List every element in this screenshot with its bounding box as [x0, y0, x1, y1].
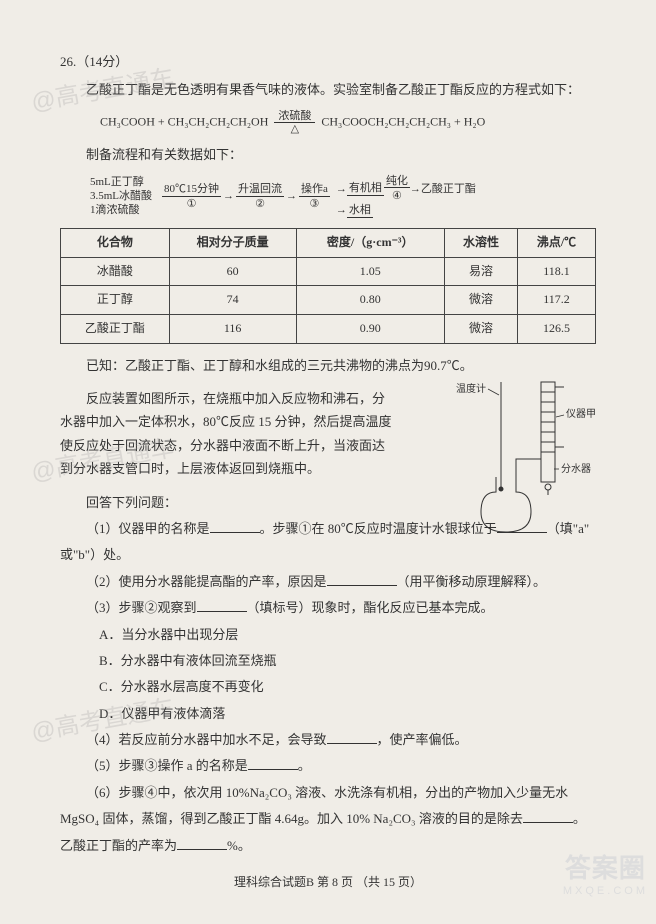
- blank: [210, 519, 260, 533]
- table-row: 正丁醇 74 0.80 微溶 117.2: [61, 286, 596, 315]
- table-row: 冰醋酸 60 1.05 易溶 118.1: [61, 257, 596, 286]
- question-3: （3）步骤②观察到 （填标号）现象时，酯化反应已基本完成。: [60, 596, 596, 619]
- label-thermometer: 温度计: [456, 382, 486, 395]
- table-cell: 微溶: [444, 315, 517, 344]
- flow-num: ④: [392, 190, 402, 202]
- flow-step: 80℃15分钟: [162, 182, 221, 197]
- table-cell: 117.2: [517, 286, 595, 315]
- table-cell: 74: [169, 286, 296, 315]
- blank: [197, 598, 247, 612]
- question-number: 26.（14分）: [60, 50, 596, 73]
- page-content: 26.（14分） 乙酸正丁酯是无色透明有果香气味的液体。实验室制备乙酸正丁酯反应…: [0, 0, 656, 924]
- corner-logo: 答案圈 MXQE.COM: [563, 848, 648, 897]
- apparatus-diagram: 温度计 仪器甲 分水器: [446, 377, 596, 537]
- flow-op: 纯化: [384, 175, 410, 188]
- table-cell: 1.05: [296, 257, 444, 286]
- page-footer: 理科综合试题B 第 8 页 （共 15 页）: [60, 872, 596, 894]
- q-text: （2）使用分水器能提高酯的产率，原因是: [86, 574, 327, 589]
- q-text: MgSO₄ 固体，蒸馏，得到乙酸正丁酯 4.64g。加入 10% Na₂CO₃ …: [60, 811, 523, 826]
- flow-branch: 水相: [347, 203, 373, 218]
- blank: [327, 572, 397, 586]
- flow-num: ①: [162, 197, 221, 211]
- question-6: （6）步骤④中，依次用 10%Na₂CO₃ 溶液、水洗涤有机相，分出的产物加入少…: [60, 781, 596, 804]
- flow-input: 5mL正丁醇: [90, 175, 160, 189]
- table-header-row: 化合物 相对分子质量 密度/（g·cm⁻³） 水溶性 沸点/℃: [61, 229, 596, 258]
- data-table: 化合物 相对分子质量 密度/（g·cm⁻³） 水溶性 沸点/℃ 冰醋酸 60 1…: [60, 228, 596, 343]
- reaction-arrow: 浓硫酸 △: [274, 110, 315, 135]
- flow-num: ②: [236, 197, 284, 211]
- table-cell: 118.1: [517, 257, 595, 286]
- option-c: C．分水器水层高度不再变化: [60, 675, 596, 698]
- question-6-yield: 乙酸正丁酯的产率为 %。: [60, 834, 596, 857]
- table-cell: 0.80: [296, 286, 444, 315]
- prep-label: 制备流程和有关数据如下：: [60, 143, 596, 166]
- table-header: 沸点/℃: [517, 229, 595, 258]
- flow-diagram: 5mL正丁醇 3.5mL冰醋酸 1滴浓硫酸 80℃15分钟 ① → 升温回流 ②…: [90, 174, 596, 218]
- table-cell: 正丁醇: [61, 286, 170, 315]
- table-cell: 60: [169, 257, 296, 286]
- chemical-equation: CH₃COOH + CH₃CH₂CH₂CH₂OH 浓硫酸 △ CH₃COOCH₂…: [100, 110, 596, 135]
- q-text: （5）步骤③操作 a 的名称是: [86, 758, 248, 773]
- eq-left: CH₃COOH + CH₃CH₂CH₂CH₂OH: [100, 114, 268, 128]
- table-cell: 116: [169, 315, 296, 344]
- intro-text: 乙酸正丁酯是无色透明有果香气味的液体。实验室制备乙酸正丁酯反应的方程式如下：: [60, 78, 596, 101]
- table-header: 密度/（g·cm⁻³）: [296, 229, 444, 258]
- q-text: %。: [227, 838, 251, 853]
- table-header: 化合物: [61, 229, 170, 258]
- condition-top: 浓硫酸: [274, 110, 315, 123]
- q-text: （用平衡移动原理解释）。: [397, 574, 547, 589]
- flow-branch: 有机相: [347, 181, 384, 196]
- flow-step: 升温回流: [236, 182, 284, 197]
- question-4: （4）若反应前分水器中加水不足，会导致 ，使产率偏低。: [60, 728, 596, 751]
- blank: [248, 756, 298, 770]
- table-cell: 微溶: [444, 286, 517, 315]
- table-header: 水溶性: [444, 229, 517, 258]
- question-1-cont: 或"b"）处。: [60, 543, 596, 566]
- q-text: 。: [573, 811, 586, 826]
- option-a: A．当分水器中出现分层: [60, 623, 596, 646]
- question-5: （5）步骤③操作 a 的名称是 。: [60, 754, 596, 777]
- blank: [177, 836, 227, 850]
- blank: [523, 809, 573, 823]
- q-text: （填标号）现象时，酯化反应已基本完成。: [247, 600, 494, 615]
- option-d: D．仪器甲有液体滴落: [60, 702, 596, 725]
- q-text: （3）步骤②观察到: [86, 600, 197, 615]
- table-cell: 126.5: [517, 315, 595, 344]
- q-text: 乙酸正丁酯的产率为: [60, 838, 177, 853]
- blank: [327, 730, 377, 744]
- questions-block: 回答下列问题： （1）仪器甲的名称是。步骤①在 80℃反应时温度计水银球位于（填…: [60, 491, 596, 857]
- flow-num: ③: [299, 197, 330, 211]
- q-text: （1）仪器甲的名称是: [86, 521, 210, 536]
- table-header: 相对分子质量: [169, 229, 296, 258]
- table-cell: 易溶: [444, 257, 517, 286]
- question-6-cont: MgSO₄ 固体，蒸馏，得到乙酸正丁酯 4.64g。加入 10% Na₂CO₃ …: [60, 807, 596, 830]
- q-text: 。: [298, 758, 311, 773]
- condition-bottom: △: [274, 123, 315, 135]
- table-row: 乙酸正丁酯 116 0.90 微溶 126.5: [61, 315, 596, 344]
- apparatus-description: 反应装置如图所示，在烧瓶中加入反应物和沸石，分水器中加入一定体积水，80℃反应 …: [60, 387, 392, 481]
- flow-input: 3.5mL冰醋酸: [90, 189, 160, 203]
- q-text: （4）若反应前分水器中加水不足，会导致: [86, 732, 327, 747]
- flow-input: 1滴浓硫酸: [90, 203, 160, 217]
- known-info: 已知：乙酸正丁酯、正丁醇和水组成的三元共沸物的沸点为90.7℃。: [60, 354, 596, 377]
- flow-step: 操作a: [299, 182, 330, 197]
- table-cell: 乙酸正丁酯: [61, 315, 170, 344]
- table-cell: 0.90: [296, 315, 444, 344]
- table-cell: 冰醋酸: [61, 257, 170, 286]
- apparatus-section: 反应装置如图所示，在烧瓶中加入反应物和沸石，分水器中加入一定体积水，80℃反应 …: [60, 387, 596, 481]
- label-separator: 分水器: [561, 463, 591, 475]
- option-b: B．分水器中有液体回流至烧瓶: [60, 649, 596, 672]
- label-condenser: 仪器甲: [566, 408, 596, 420]
- logo-text: 答案圈: [563, 848, 648, 885]
- logo-url: MXQE.COM: [563, 885, 648, 897]
- q-text: ，使产率偏低。: [377, 732, 468, 747]
- question-2: （2）使用分水器能提高酯的产率，原因是 （用平衡移动原理解释）。: [60, 570, 596, 593]
- eq-right: CH₃COOCH₂CH₂CH₂CH₃ + H₂O: [321, 114, 485, 128]
- flow-output: 乙酸正丁酯: [421, 182, 476, 196]
